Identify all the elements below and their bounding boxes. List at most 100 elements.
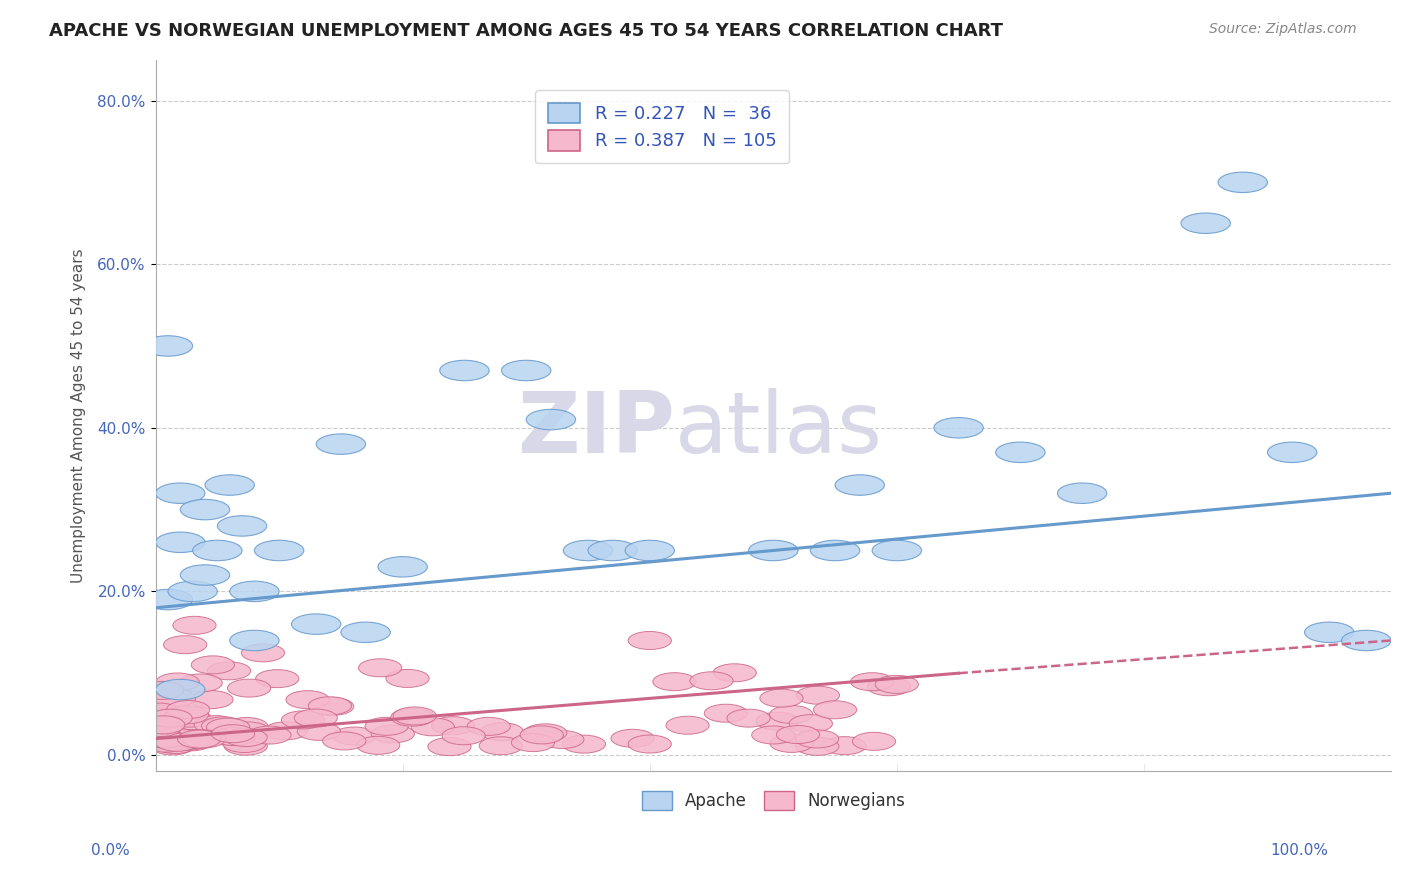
Ellipse shape: [297, 723, 340, 740]
Ellipse shape: [872, 541, 921, 561]
Text: APACHE VS NORWEGIAN UNEMPLOYMENT AMONG AGES 45 TO 54 YEARS CORRELATION CHART: APACHE VS NORWEGIAN UNEMPLOYMENT AMONG A…: [49, 22, 1004, 40]
Ellipse shape: [467, 717, 510, 735]
Ellipse shape: [291, 614, 340, 634]
Ellipse shape: [146, 727, 190, 745]
Ellipse shape: [180, 565, 229, 585]
Ellipse shape: [612, 730, 654, 747]
Legend: Apache, Norwegians: Apache, Norwegians: [636, 784, 911, 816]
Ellipse shape: [541, 731, 583, 748]
Ellipse shape: [523, 723, 567, 742]
Ellipse shape: [823, 737, 866, 755]
Ellipse shape: [323, 732, 366, 750]
Ellipse shape: [626, 541, 675, 561]
Ellipse shape: [294, 709, 337, 727]
Ellipse shape: [163, 636, 207, 654]
Ellipse shape: [138, 703, 180, 721]
Ellipse shape: [180, 500, 229, 520]
Ellipse shape: [179, 674, 222, 692]
Ellipse shape: [156, 532, 205, 552]
Ellipse shape: [796, 738, 839, 756]
Ellipse shape: [770, 734, 813, 752]
Ellipse shape: [752, 726, 794, 744]
Text: ZIP: ZIP: [516, 388, 675, 471]
Ellipse shape: [201, 717, 245, 735]
Ellipse shape: [441, 727, 485, 745]
Ellipse shape: [191, 656, 235, 673]
Ellipse shape: [222, 734, 266, 753]
Ellipse shape: [228, 679, 271, 697]
Ellipse shape: [810, 541, 859, 561]
Text: 0.0%: 0.0%: [91, 843, 131, 858]
Ellipse shape: [143, 335, 193, 356]
Ellipse shape: [1341, 631, 1391, 650]
Ellipse shape: [666, 716, 709, 734]
Ellipse shape: [796, 686, 839, 704]
Ellipse shape: [391, 708, 434, 726]
Ellipse shape: [756, 712, 799, 731]
Ellipse shape: [155, 728, 197, 746]
Ellipse shape: [704, 704, 748, 723]
Ellipse shape: [652, 673, 696, 690]
Ellipse shape: [177, 730, 221, 748]
Ellipse shape: [157, 731, 201, 748]
Ellipse shape: [136, 730, 180, 747]
Ellipse shape: [149, 691, 193, 709]
Ellipse shape: [166, 700, 209, 719]
Ellipse shape: [153, 736, 197, 754]
Ellipse shape: [520, 726, 564, 744]
Y-axis label: Unemployment Among Ages 45 to 54 years: Unemployment Among Ages 45 to 54 years: [72, 248, 86, 582]
Ellipse shape: [776, 725, 820, 744]
Ellipse shape: [254, 541, 304, 561]
Text: Source: ZipAtlas.com: Source: ZipAtlas.com: [1209, 22, 1357, 37]
Ellipse shape: [212, 728, 256, 746]
Ellipse shape: [193, 541, 242, 561]
Ellipse shape: [394, 707, 436, 725]
Ellipse shape: [796, 730, 839, 747]
Ellipse shape: [359, 659, 402, 677]
Ellipse shape: [225, 717, 269, 736]
Ellipse shape: [385, 669, 429, 688]
Ellipse shape: [934, 417, 983, 438]
Ellipse shape: [285, 690, 329, 708]
Ellipse shape: [690, 672, 733, 690]
Ellipse shape: [995, 442, 1045, 463]
Ellipse shape: [170, 733, 214, 751]
Ellipse shape: [207, 718, 250, 736]
Ellipse shape: [205, 475, 254, 495]
Ellipse shape: [564, 541, 613, 561]
Ellipse shape: [143, 730, 187, 748]
Ellipse shape: [588, 541, 637, 561]
Ellipse shape: [427, 738, 471, 756]
Ellipse shape: [316, 434, 366, 454]
Ellipse shape: [205, 727, 249, 745]
Ellipse shape: [242, 644, 284, 662]
Ellipse shape: [308, 697, 352, 714]
Ellipse shape: [139, 731, 181, 748]
Ellipse shape: [748, 541, 799, 561]
Ellipse shape: [340, 622, 391, 642]
Ellipse shape: [333, 727, 375, 745]
Ellipse shape: [357, 736, 399, 755]
Ellipse shape: [226, 722, 270, 739]
Ellipse shape: [156, 680, 205, 700]
Ellipse shape: [481, 723, 523, 740]
Ellipse shape: [366, 717, 408, 735]
Text: atlas: atlas: [675, 388, 883, 471]
Ellipse shape: [1057, 483, 1107, 503]
Ellipse shape: [218, 516, 267, 536]
Ellipse shape: [311, 698, 354, 715]
Ellipse shape: [852, 732, 896, 750]
Ellipse shape: [562, 735, 606, 753]
Ellipse shape: [167, 709, 211, 727]
Ellipse shape: [440, 360, 489, 381]
Ellipse shape: [169, 732, 211, 750]
Ellipse shape: [142, 716, 184, 734]
Ellipse shape: [155, 728, 197, 747]
Ellipse shape: [183, 730, 226, 747]
Ellipse shape: [139, 709, 183, 727]
Ellipse shape: [247, 726, 291, 744]
Ellipse shape: [256, 670, 299, 688]
Ellipse shape: [759, 690, 803, 707]
Ellipse shape: [1305, 622, 1354, 642]
Ellipse shape: [143, 734, 187, 752]
